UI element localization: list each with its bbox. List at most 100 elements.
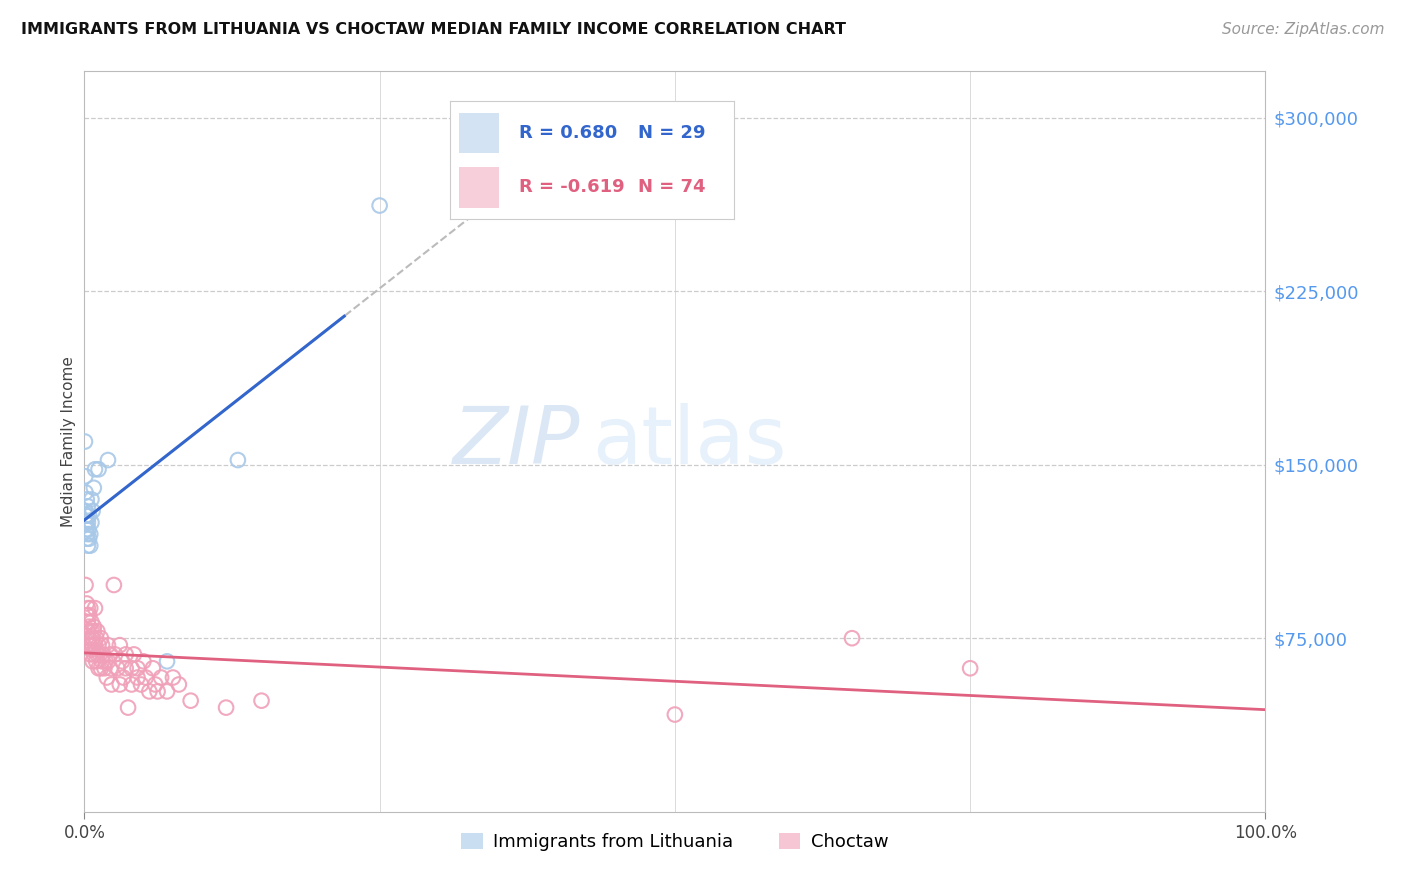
Point: [83, 481, 105, 495]
Point: [90, 631, 112, 645]
Point: [127, 671, 149, 685]
Point: [132, 654, 155, 668]
Point: [114, 648, 136, 662]
Point: [82, 504, 104, 518]
Point: [76, 597, 98, 611]
Point: [107, 661, 129, 675]
Point: [76, 492, 98, 507]
Point: [97, 638, 120, 652]
Text: ZIP: ZIP: [453, 402, 581, 481]
Point: [143, 677, 166, 691]
Point: [80, 492, 103, 507]
Point: [156, 684, 179, 698]
Point: [80, 642, 103, 657]
Text: IMMIGRANTS FROM LITHUANIA VS CHOCTAW MEDIAN FAMILY INCOME CORRELATION CHART: IMMIGRANTS FROM LITHUANIA VS CHOCTAW MED…: [21, 22, 846, 37]
Point: [108, 638, 131, 652]
Point: [127, 661, 149, 675]
Point: [76, 608, 98, 623]
Point: [73, 434, 96, 449]
Point: [75, 508, 97, 523]
Point: [77, 516, 100, 530]
Point: [79, 539, 101, 553]
Point: [79, 638, 101, 652]
Point: [215, 700, 238, 714]
Text: atlas: atlas: [592, 402, 786, 481]
Point: [96, 671, 118, 685]
Point: [82, 631, 104, 645]
Point: [250, 694, 273, 708]
Point: [180, 694, 202, 708]
Point: [77, 619, 100, 633]
Point: [82, 638, 104, 652]
Point: [162, 671, 184, 685]
Text: Source: ZipAtlas.com: Source: ZipAtlas.com: [1222, 22, 1385, 37]
Point: [83, 648, 105, 662]
Point: [112, 671, 135, 685]
Point: [75, 516, 97, 530]
Point: [138, 684, 160, 698]
Point: [77, 601, 100, 615]
Point: [87, 462, 110, 476]
Point: [84, 654, 107, 668]
Point: [79, 648, 101, 662]
Point: [103, 578, 125, 592]
Point: [76, 527, 98, 541]
Point: [75, 485, 97, 500]
Point: [146, 684, 169, 698]
Point: [91, 638, 114, 652]
Point: [90, 661, 112, 675]
Point: [142, 661, 165, 675]
Point: [664, 707, 686, 722]
Point: [77, 532, 100, 546]
Point: [77, 631, 100, 645]
Point: [91, 654, 114, 668]
Point: [94, 654, 117, 668]
Point: [114, 661, 136, 675]
Point: [84, 631, 107, 645]
Point: [77, 608, 100, 623]
Point: [226, 453, 249, 467]
Point: [77, 523, 100, 537]
Point: [84, 462, 107, 476]
Point: [86, 648, 108, 662]
Point: [368, 198, 391, 212]
Point: [156, 654, 179, 668]
Point: [83, 619, 105, 633]
Point: [91, 648, 114, 662]
Point: [97, 453, 120, 467]
Point: [87, 638, 110, 652]
Point: [121, 661, 143, 675]
Point: [117, 700, 139, 714]
Point: [108, 677, 131, 691]
Point: [84, 601, 107, 615]
Point: [79, 527, 101, 541]
Point: [84, 638, 107, 652]
Point: [83, 624, 105, 639]
Point: [82, 654, 104, 668]
Point: [121, 677, 143, 691]
Point: [77, 500, 100, 514]
Point: [104, 648, 127, 662]
Point: [122, 648, 145, 662]
Point: [75, 578, 97, 592]
Point: [959, 661, 981, 675]
Point: [80, 624, 103, 639]
Point: [135, 671, 157, 685]
Point: [89, 648, 111, 662]
Point: [93, 661, 115, 675]
Point: [98, 661, 121, 675]
Point: [111, 654, 134, 668]
Point: [75, 523, 97, 537]
Y-axis label: Median Family Income: Median Family Income: [60, 356, 76, 527]
Point: [150, 671, 173, 685]
Point: [80, 615, 103, 629]
Point: [75, 504, 97, 518]
Point: [77, 539, 100, 553]
Point: [76, 508, 98, 523]
Point: [77, 615, 100, 629]
Point: [97, 654, 120, 668]
Point: [167, 677, 190, 691]
Point: [129, 677, 152, 691]
Point: [79, 601, 101, 615]
Point: [80, 516, 103, 530]
